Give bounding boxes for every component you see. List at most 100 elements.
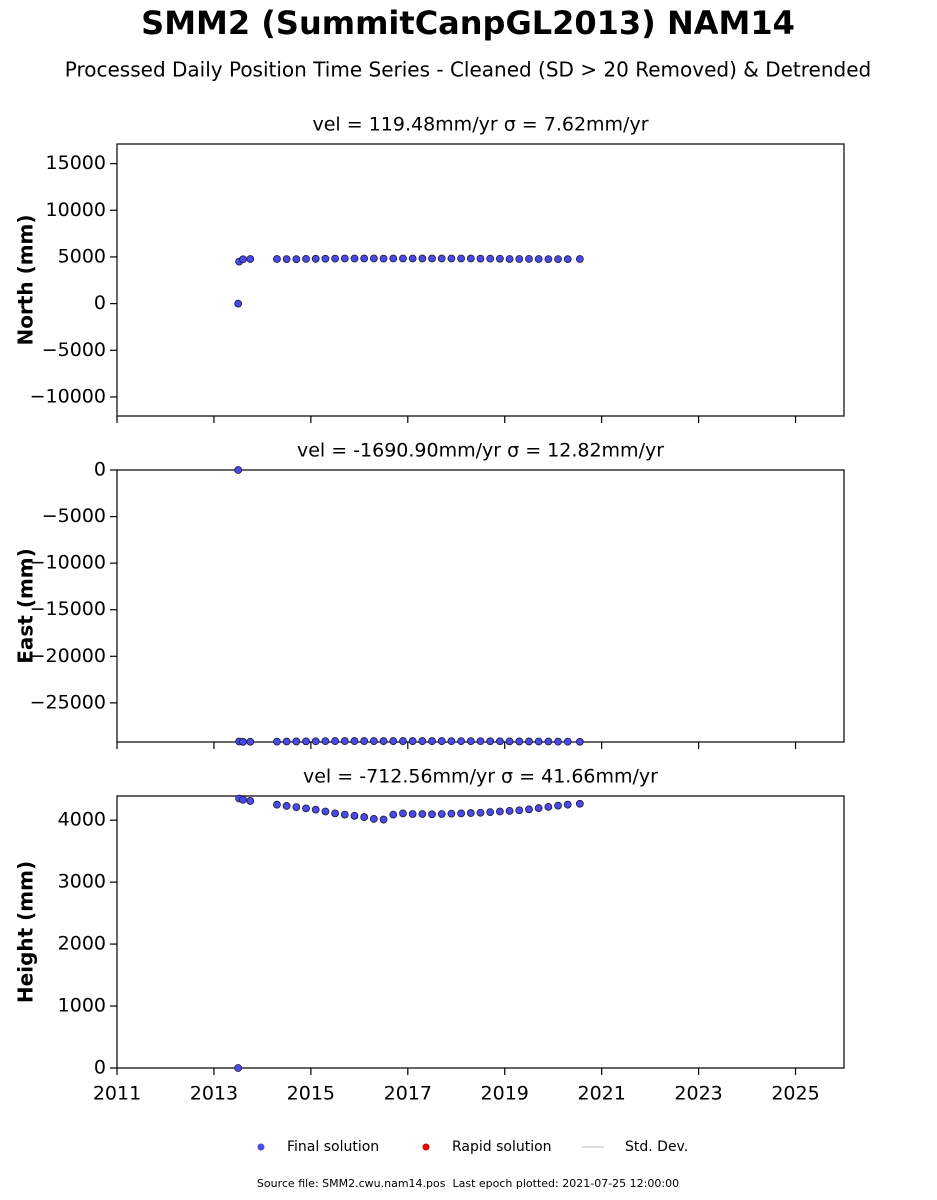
data-point: [408, 810, 417, 818]
data-point: [399, 809, 407, 818]
data-point: [563, 737, 572, 746]
x-tick-label: 2013: [190, 1083, 238, 1105]
figure-title: SMM2 (SummitCanpGL2013) NAM14: [141, 4, 795, 42]
y-tick-label: 2000: [58, 933, 106, 955]
data-point: [321, 254, 330, 263]
y-tick-label: 0: [94, 1057, 106, 1079]
x-tick-label: 2021: [577, 1083, 625, 1105]
data-point: [389, 254, 398, 263]
y-tick-label: 0: [94, 292, 106, 314]
data-point: [350, 254, 359, 263]
legend-swatch: [257, 1143, 265, 1151]
data-point: [331, 737, 340, 745]
data-point: [292, 737, 301, 746]
data-point: [311, 737, 320, 746]
data-point: [428, 737, 436, 745]
data-point: [437, 737, 446, 745]
data-point: [369, 737, 378, 745]
data-point: [292, 803, 301, 812]
data-point: [399, 254, 407, 263]
subplot-title: vel = -1690.90mm/yr σ = 12.82mm/yr: [297, 440, 664, 462]
y-tick-label: −5000: [42, 339, 106, 361]
data-point: [505, 737, 514, 746]
y-axis-label: East (mm): [14, 548, 38, 664]
data-point: [495, 737, 504, 746]
plot-frame: [116, 143, 845, 417]
data-point: [418, 810, 427, 818]
data-point: [534, 255, 543, 263]
data-point: [534, 804, 543, 812]
data-point: [234, 466, 243, 474]
legend-swatch: [422, 1143, 430, 1151]
data-point: [544, 737, 553, 746]
data-point: [447, 254, 456, 263]
data-point: [505, 255, 514, 263]
data-point: [311, 254, 320, 263]
data-point: [457, 737, 466, 746]
data-point: [457, 254, 466, 263]
data-point: [302, 737, 310, 746]
data-point: [544, 802, 553, 811]
data-point: [311, 805, 320, 814]
data-point: [340, 810, 349, 819]
data-point: [525, 255, 533, 263]
y-tick-label: 15000: [46, 152, 106, 174]
data-point: [234, 299, 243, 308]
data-point: [486, 808, 495, 817]
y-tick-label: −20000: [30, 645, 106, 667]
legend-label: Std. Dev.: [625, 1139, 688, 1155]
data-point: [350, 811, 359, 820]
data-point: [389, 810, 398, 819]
data-point: [408, 737, 417, 745]
data-point: [447, 737, 456, 746]
data-point: [360, 813, 369, 821]
data-point: [554, 737, 562, 746]
y-axis-label: Height (mm): [14, 861, 38, 1003]
data-point: [428, 254, 436, 263]
data-point: [466, 737, 475, 746]
x-tick-label: 2015: [287, 1083, 335, 1105]
x-tick-label: 2023: [674, 1083, 722, 1105]
y-axis-label: North (mm): [14, 214, 38, 345]
data-point: [389, 737, 398, 745]
y-tick-label: −10000: [30, 552, 106, 574]
data-point: [515, 806, 524, 815]
data-point: [525, 805, 533, 814]
data-point: [360, 254, 369, 263]
figure-subtitle: Processed Daily Position Time Series - C…: [65, 58, 871, 82]
y-tick-label: 1000: [58, 995, 106, 1017]
subplot-title: vel = 119.48mm/yr σ = 7.62mm/yr: [312, 114, 648, 136]
y-tick-label: 4000: [58, 809, 106, 831]
data-point: [239, 737, 247, 746]
data-point: [369, 254, 378, 263]
data-point: [239, 255, 247, 264]
data-point: [350, 737, 359, 745]
data-point: [239, 795, 247, 804]
data-point: [476, 254, 485, 263]
data-point: [525, 737, 533, 746]
plot-frame: [116, 469, 845, 743]
plot-frame: [116, 795, 845, 1069]
y-tick-label: −5000: [42, 505, 106, 527]
data-point: [340, 254, 349, 263]
data-point: [486, 737, 495, 746]
y-tick-label: 0: [94, 459, 106, 481]
x-tick-label: 2017: [384, 1083, 432, 1105]
y-tick-label: −25000: [30, 691, 106, 713]
data-point: [563, 255, 572, 263]
data-point: [447, 809, 456, 818]
data-point: [418, 737, 427, 745]
data-point: [437, 254, 446, 263]
data-point: [515, 737, 524, 746]
data-point: [369, 815, 378, 823]
data-point: [505, 806, 514, 815]
data-point: [282, 737, 291, 746]
subplot-title: vel = -712.56mm/yr σ = 41.66mm/yr: [303, 766, 658, 788]
data-point: [476, 808, 485, 817]
data-point: [534, 737, 543, 746]
data-point: [379, 737, 388, 745]
data-point: [246, 797, 255, 805]
data-point: [234, 1064, 243, 1072]
data-point: [379, 254, 388, 263]
